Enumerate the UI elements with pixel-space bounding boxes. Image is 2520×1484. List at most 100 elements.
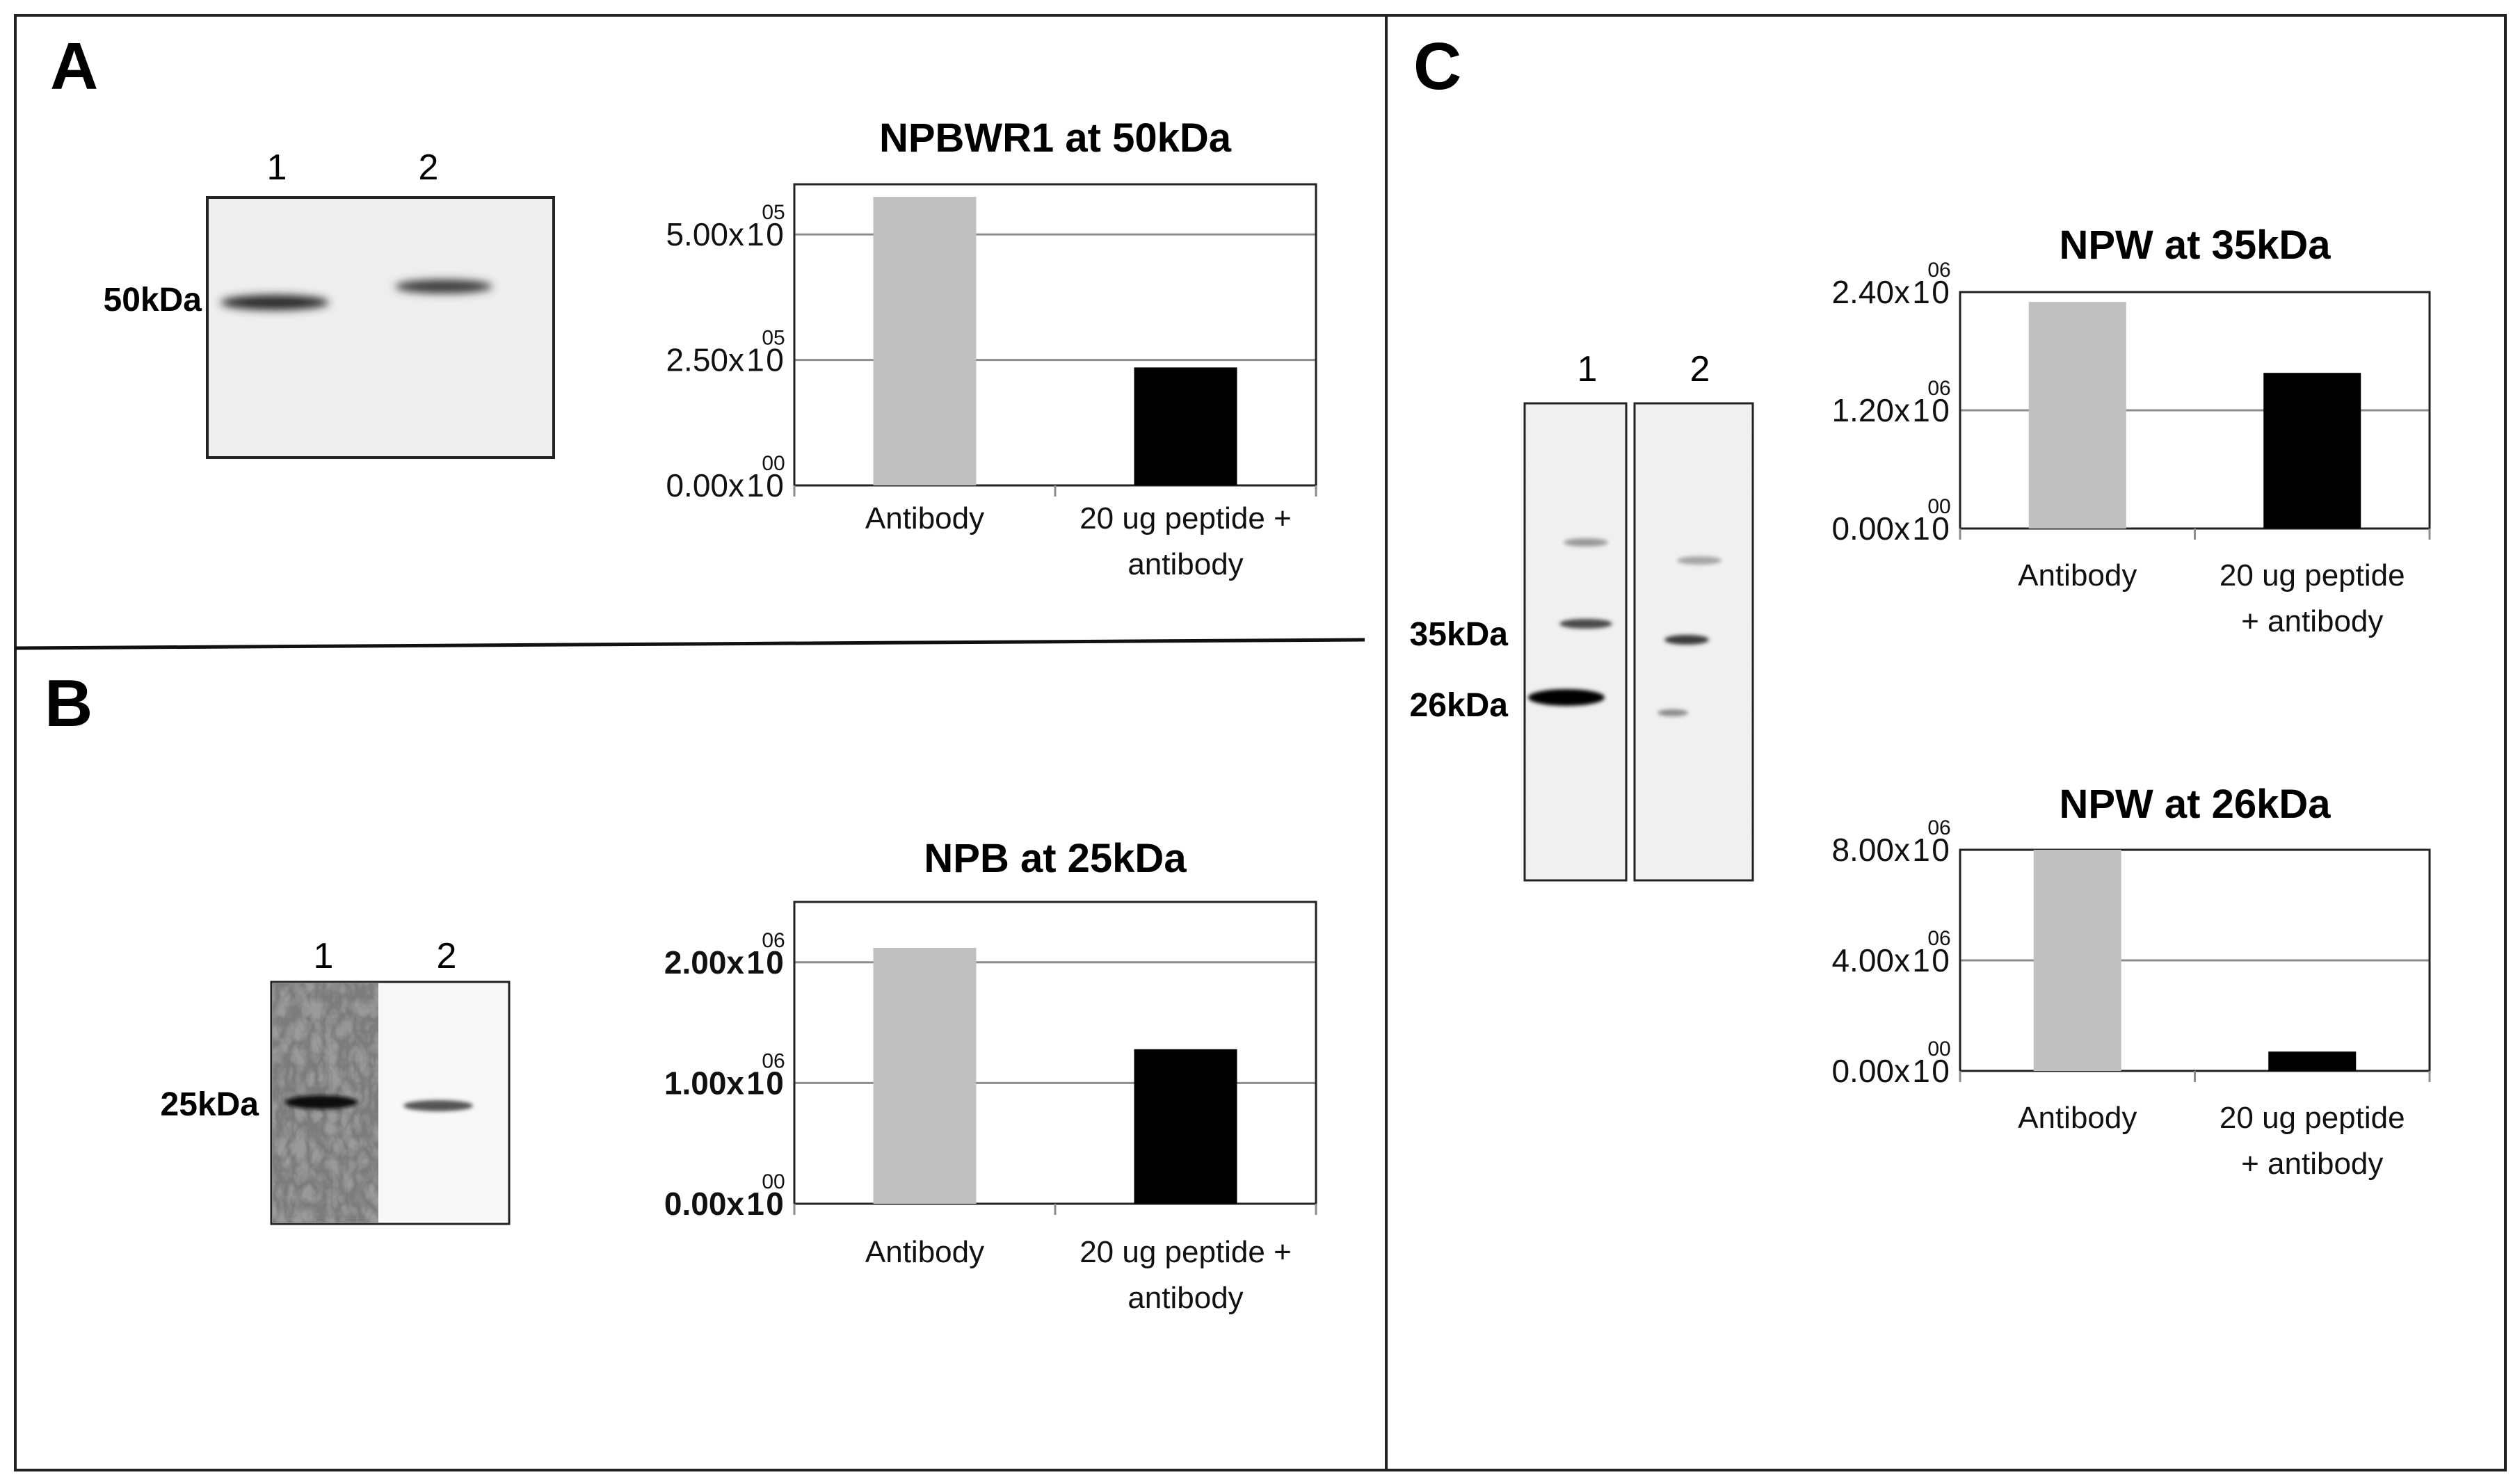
blot-b-lane-1: 1 [314,936,334,976]
panel-c-blot: 1 2 35kDa 26kDa [1410,349,1754,882]
y-tick-mantissa: 2.50x [666,342,744,378]
panel-c-letter: C [1413,29,1461,104]
y-tick-base-zero: 0 [766,944,784,981]
category-label: Antibody [2018,558,2137,592]
bar-peptide-antibody [1134,367,1237,485]
y-tick-mantissa: 2.40x [1831,274,1910,310]
bar-antibody [2028,302,2126,529]
category-label: Antibody [2018,1101,2137,1135]
y-tick-label: 1.20x 1 006 [1831,377,1950,428]
y-tick-base-zero: 0 [1932,1053,1950,1089]
category-label: Antibody [865,501,984,535]
y-tick-base-one: 1 [746,1186,764,1222]
y-tick-mantissa: 0.00x [666,467,744,503]
y-tick-mantissa: 0.00x [1831,510,1910,547]
chart-title: NPW at 26kDa [2059,782,2331,827]
blot-b-band-lane1 [285,1095,358,1109]
y-tick-label: 5.00x 1 005 [666,201,785,252]
y-tick-exponent: 00 [1927,1038,1950,1060]
blot-a-marker-50kda: 50kDa [104,282,202,318]
blot-c-band-s1-top [1564,538,1608,547]
y-tick-label: 2.50x 1 005 [666,327,785,378]
y-tick-base-one: 1 [746,944,764,981]
blot-c-band-s2-35kda [1664,635,1709,645]
y-tick-base-one: 1 [1912,942,1930,978]
y-tick-base-zero: 0 [1932,510,1950,547]
bar-antibody [873,197,977,485]
chart-title: NPBWR1 at 50kDa [879,115,1232,161]
y-tick-label: 4.00x 1 006 [1831,927,1950,978]
category-label: + antibody [2241,1147,2383,1181]
category-label: 20 ug peptide [2220,558,2405,592]
panel-b-blot: 1 2 25kDa [161,936,511,1225]
bar-antibody [2033,850,2121,1071]
y-tick-label: 0.00x 1 000 [664,1170,785,1222]
y-tick-base-zero: 0 [766,342,784,378]
category-label: 20 ug peptide + [1080,501,1292,535]
y-tick-exponent: 05 [762,327,785,350]
blot-c-band-s1-26kda [1528,689,1605,706]
y-tick-exponent: 06 [1927,816,1950,839]
y-tick-base-zero: 0 [1932,942,1950,978]
category-label: antibody [1127,547,1243,581]
blot-a-lane-2: 2 [419,147,439,188]
blot-a-band-lane1 [220,295,329,310]
y-tick-mantissa: 0.00x [664,1186,745,1222]
divider-horizontal [15,638,1365,650]
y-tick-base-one: 1 [746,216,764,252]
y-tick-mantissa: 1.20x [1831,392,1910,428]
bar-antibody [873,947,977,1204]
y-tick-exponent: 06 [762,1049,785,1072]
y-tick-mantissa: 2.00x [664,944,745,981]
blot-c-band-s1-35kda [1559,619,1612,629]
y-tick-base-zero: 0 [766,1186,784,1222]
y-tick-base-one: 1 [746,1065,764,1101]
y-tick-label: 0.00x 1 000 [1831,1038,1950,1089]
chart-title: NPW at 35kDa [2059,223,2331,268]
bar-peptide-antibody [2268,1051,2357,1071]
y-tick-base-one: 1 [1912,1053,1930,1089]
panel-a-letter: A [50,29,98,104]
y-tick-exponent: 06 [1927,377,1950,400]
blot-c-marker-26kda: 26kDa [1410,687,1509,724]
y-tick-label: 8.00x 1 006 [1831,816,1950,868]
outer-border [14,14,2507,1471]
blot-c-band-s2-26kda [1658,709,1688,716]
y-tick-exponent: 00 [762,452,785,475]
y-tick-mantissa: 0.00x [1831,1053,1910,1089]
blot-a-noise [209,199,552,456]
y-tick-base-one: 1 [1912,510,1930,547]
category-label: 20 ug peptide + [1080,1235,1292,1269]
y-tick-exponent: 06 [1927,259,1950,282]
y-tick-base-zero: 0 [766,216,784,252]
category-label: Antibody [865,1235,984,1269]
y-tick-base-one: 1 [1912,274,1930,310]
y-tick-exponent: 00 [1927,495,1950,518]
blot-a-lane-1: 1 [267,147,287,188]
y-tick-base-one: 1 [1912,832,1930,868]
chart-title: NPB at 25kDa [924,836,1187,881]
y-tick-mantissa: 5.00x [666,216,744,252]
bar-peptide-antibody [2263,373,2361,529]
y-tick-mantissa: 1.00x [664,1065,745,1101]
y-tick-label: 2.40x 1 006 [1831,259,1950,310]
category-label: 20 ug peptide [2220,1101,2405,1135]
y-tick-base-one: 1 [746,342,764,378]
y-tick-label: 2.00x 1 006 [664,929,785,981]
y-tick-label: 0.00x 1 000 [666,452,785,503]
y-tick-exponent: 06 [762,929,785,952]
y-tick-base-zero: 0 [766,1065,784,1101]
category-label: + antibody [2241,604,2383,638]
blot-c-marker-35kda: 35kDa [1410,616,1509,653]
blot-b-band-lane2 [403,1100,473,1111]
panel-b-letter: B [45,666,93,741]
blot-c-lane-1: 1 [1578,349,1598,389]
plot-frame [793,901,1317,1205]
